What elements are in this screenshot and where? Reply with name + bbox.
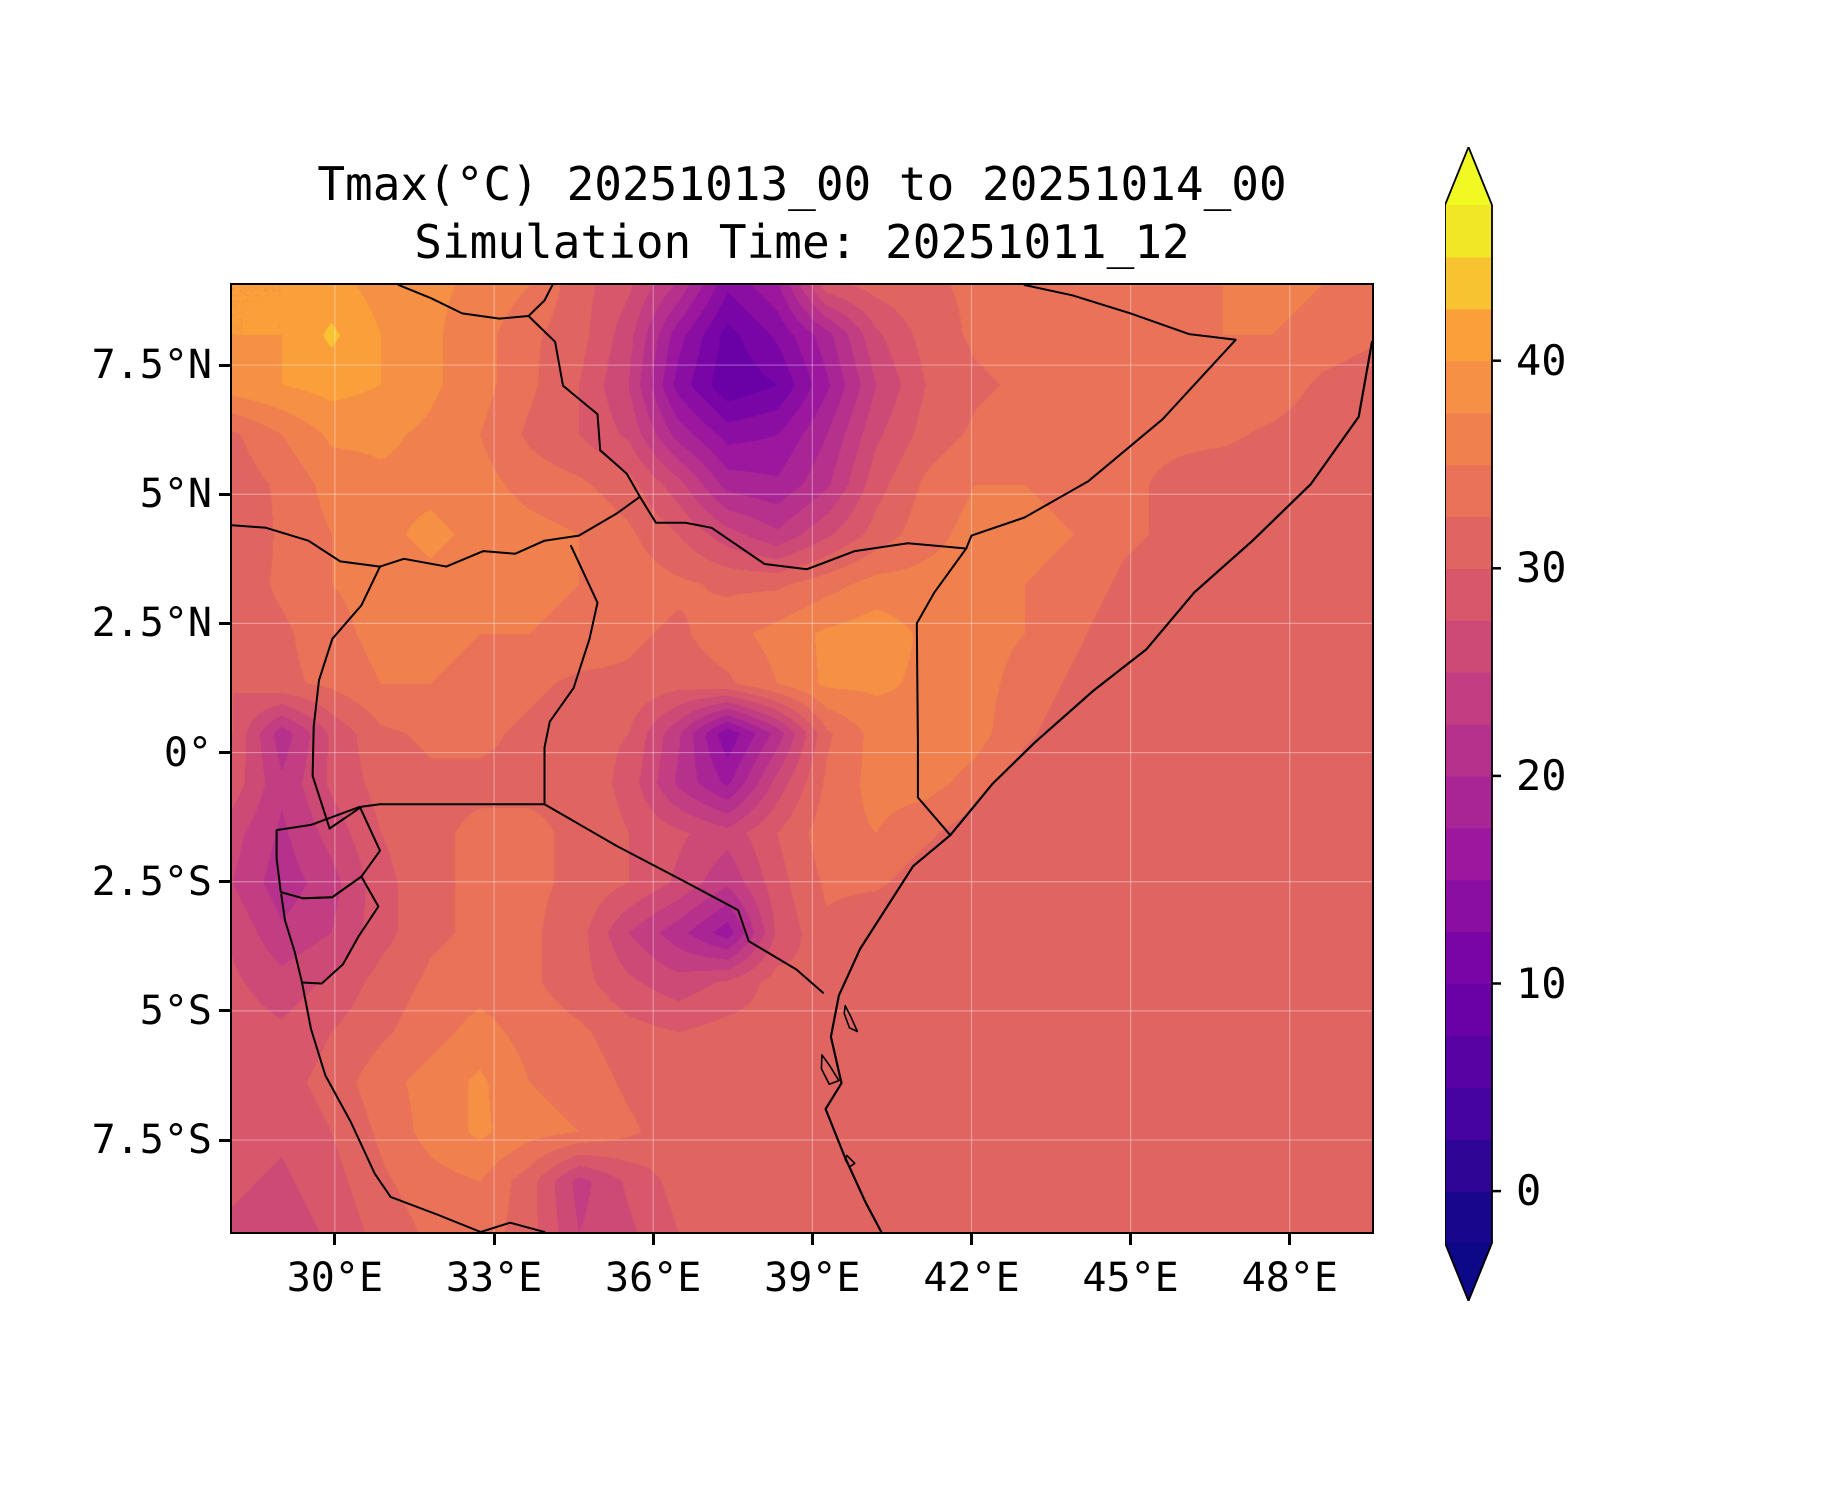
y-tickmark (219, 363, 230, 367)
y-tick-label: 2.5°S (91, 858, 212, 905)
border-uganda-drc (311, 565, 381, 830)
colorbar-band (1445, 516, 1492, 569)
border-rwanda (275, 805, 381, 900)
ocean-region (825, 341, 1372, 1232)
map-axes (230, 283, 1374, 1234)
colorbar-band (1445, 568, 1492, 621)
x-tick-label: 33°E (445, 1255, 543, 1301)
chart-subtitle: Simulation Time: 20251011_12 (414, 215, 1190, 269)
colorbar-band (1445, 360, 1492, 414)
colorbar-band (1445, 205, 1492, 258)
colorbar-band (1445, 931, 1492, 985)
colorbar-band (1445, 1087, 1492, 1140)
x-tick-label: 48°E (1241, 1255, 1338, 1301)
border-ethiopia-kenya (625, 472, 968, 571)
y-tickmark (219, 751, 230, 755)
colorbar-tick-label: 20 (1516, 750, 1567, 800)
y-tick-label: 0° (163, 729, 212, 776)
x-tickmark (810, 1234, 814, 1245)
colorbar-band (1445, 827, 1492, 881)
x-tick-label: 30°E (286, 1255, 384, 1301)
colorbar-band (1445, 464, 1492, 517)
border-south-sudan-uganda (232, 495, 641, 568)
colorbar-outline (1445, 147, 1493, 1301)
colorbar-tick-label: 40 (1516, 335, 1567, 385)
y-tick-label: 7.5°S (91, 1117, 212, 1163)
colorbar-over-arrow (1445, 147, 1492, 205)
colorbar-band (1445, 724, 1492, 777)
colorbar-band (1445, 672, 1492, 725)
y-tick-label: 5°S (139, 987, 212, 1034)
colorbar-band (1445, 1191, 1492, 1244)
x-tick-label: 45°E (1082, 1255, 1179, 1301)
island-outline (820, 1054, 840, 1085)
colorbar-tick-label: 0 (1516, 1166, 1542, 1216)
border-tanzania-malawi (479, 1221, 546, 1232)
y-tickmark (219, 1009, 230, 1013)
colorbar-band (1445, 983, 1492, 1036)
x-tick-label: 42°E (923, 1255, 1020, 1301)
x-tickmark (333, 1234, 337, 1245)
y-tick-label: 7.5°N (91, 342, 212, 389)
colorbar (1445, 147, 1501, 1301)
border-burundi (280, 875, 380, 985)
y-tickmark (219, 880, 230, 884)
colorbar-band (1445, 308, 1492, 362)
island-outline (844, 1154, 856, 1168)
colorbar-band (1445, 879, 1492, 933)
border-ethiopia-south-sudan (527, 285, 628, 475)
chart-title: Tmax(°C) 20251013_00 to 20251014_00 (317, 157, 1287, 211)
y-tick-label: 5°N (139, 471, 212, 518)
x-tickmark (1129, 1234, 1133, 1245)
x-tick-label: 36°E (605, 1255, 702, 1301)
border-sudan-south-sudan (397, 285, 530, 320)
x-tickmark (651, 1234, 655, 1245)
map-overlay (232, 285, 1372, 1232)
border-uganda-tanzania (328, 803, 546, 830)
border-tanzania-drc-zambia (301, 981, 482, 1232)
x-tickmark (1288, 1234, 1292, 1245)
colorbar-tick-label: 10 (1516, 958, 1567, 1008)
border-kenya-tanzania (543, 803, 824, 994)
coastline (824, 340, 1372, 1232)
x-tickmark (970, 1234, 973, 1245)
island-outline (843, 1004, 859, 1033)
y-tickmark (219, 492, 230, 496)
colorbar-band (1445, 1139, 1492, 1192)
colorbar-band (1445, 256, 1492, 310)
colorbar-band (1445, 1035, 1492, 1088)
x-tickmark (492, 1234, 496, 1245)
colorbar-tick-label: 30 (1516, 543, 1567, 593)
y-tick-label: 2.5°N (91, 600, 212, 647)
border-kenya-somalia (915, 547, 968, 837)
colorbar-band (1445, 620, 1492, 673)
y-tickmark (219, 1138, 230, 1142)
border-ethiopia-somalia (965, 285, 1237, 550)
x-tick-label: 39°E (764, 1255, 861, 1301)
y-tickmark (219, 621, 230, 625)
border-uganda-kenya (543, 544, 599, 806)
colorbar-band (1445, 775, 1492, 829)
colorbar-under-arrow (1445, 1243, 1492, 1301)
colorbar-band (1445, 412, 1492, 466)
